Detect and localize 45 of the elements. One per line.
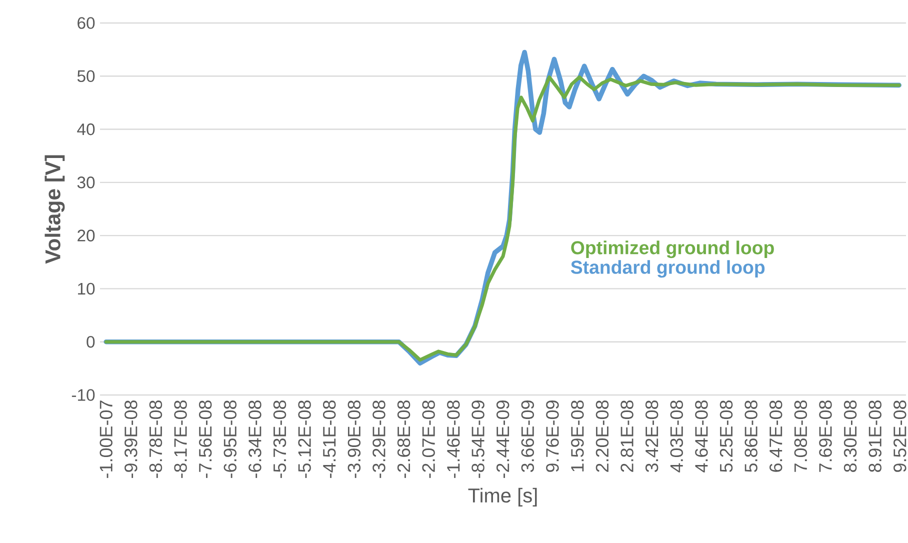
y-tick-label: 60: [78, 17, 95, 29]
x-tick-label: -6.95E-08: [224, 400, 236, 478]
x-tick-label: 3.66E-09: [521, 400, 534, 472]
x-tick-label: -6.34E-08: [248, 400, 262, 478]
x-tick-label: 3.42E-08: [645, 400, 658, 472]
x-tick-label: 2.81E-08: [620, 400, 634, 472]
y-tick-label: -10: [72, 389, 95, 401]
x-tick-label: 5.25E-08: [720, 400, 733, 472]
y-tick-label: 50: [77, 70, 95, 82]
x-tick-label: 2.20E-08: [596, 400, 609, 472]
text: Standard ground loop: [570, 260, 765, 278]
x-tick-label: 4.64E-08: [695, 400, 708, 472]
x-axis-title: Time [s]: [468, 488, 537, 507]
x-tick-label: -1.46E-08: [447, 400, 460, 478]
x-tick-label: -5.12E-08: [298, 400, 311, 478]
x-tick-label: -2.68E-08: [397, 400, 410, 478]
x-tick-label: -9.39E-08: [124, 400, 138, 478]
x-tick-label: -2.44E-09: [496, 400, 510, 478]
x-tick-label: -2.07E-08: [422, 400, 435, 478]
text: Optimized ground loop: [571, 240, 774, 258]
x-tick-label: 6.47E-08: [769, 400, 782, 472]
x-tick-label: 7.69E-08: [819, 400, 832, 472]
y-tick-label: 20: [78, 230, 95, 242]
x-tick-label: -8.78E-08: [149, 400, 162, 478]
x-tick-label: -3.90E-08: [348, 400, 361, 478]
y-axis-title: Voltage [V]: [44, 155, 65, 264]
x-tick-label: 4.03E-08: [670, 400, 684, 472]
x-tick-label: -4.51E-08: [322, 400, 336, 478]
x-tick-label: -1.00E-07: [100, 400, 112, 478]
x-tick-label: 9.76E-09: [546, 400, 559, 472]
x-tick-label: 7.08E-08: [794, 400, 808, 472]
x-tick-label: -3.29E-08: [372, 400, 386, 478]
x-tick-label: 8.91E-08: [868, 400, 882, 472]
x-tick-label: 9.52E-08: [894, 400, 906, 472]
x-tick-label: -7.56E-08: [198, 400, 212, 478]
y-tick-label: 0: [86, 336, 95, 348]
y-tick-label: 10: [78, 282, 95, 295]
x-tick-label: 8.30E-08: [844, 400, 857, 472]
x-tick-label: -8.54E-09: [472, 400, 484, 478]
y-tick-label: 30: [77, 176, 95, 188]
x-tick-label: 5.86E-08: [744, 400, 758, 472]
y-tick-label: 40: [77, 123, 95, 136]
x-tick-label: -5.73E-08: [273, 400, 286, 478]
x-tick-label: 1.59E-08: [571, 400, 584, 472]
x-tick-label: -8.17E-08: [174, 400, 187, 478]
